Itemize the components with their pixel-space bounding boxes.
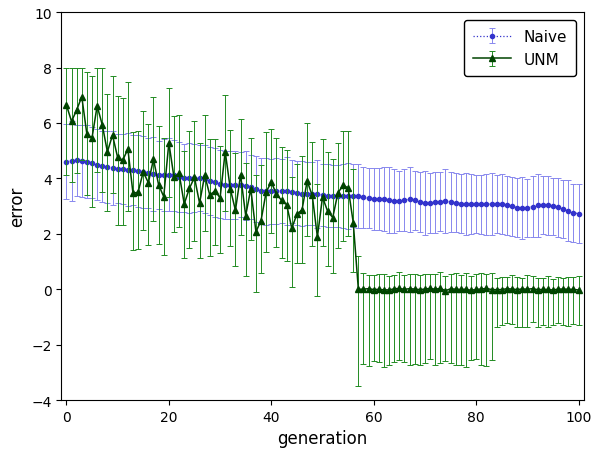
Legend: Naive, UNM: Naive, UNM — [464, 21, 576, 76]
Y-axis label: error: error — [8, 187, 26, 227]
X-axis label: generation: generation — [277, 430, 368, 447]
